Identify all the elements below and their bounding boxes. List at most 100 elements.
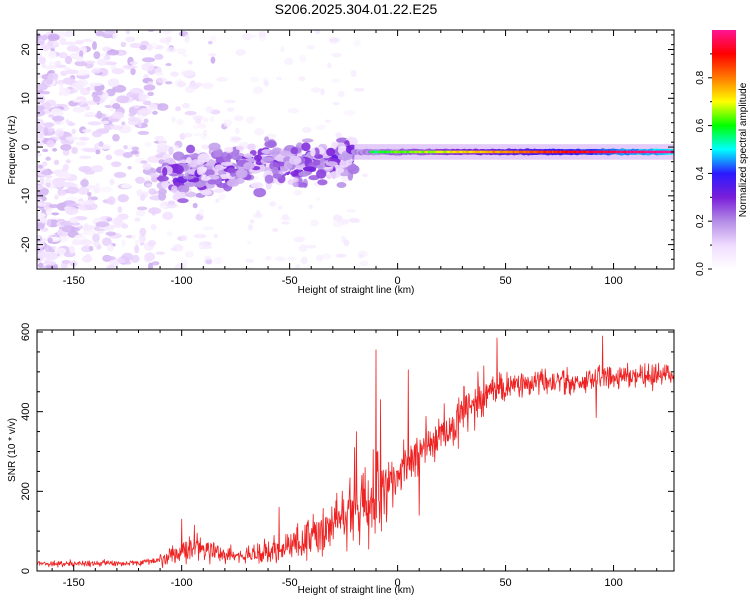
- band-blob: [162, 166, 168, 177]
- noise-speckle: [37, 118, 44, 127]
- noise-speckle: [42, 148, 49, 153]
- band-blob: [310, 148, 316, 157]
- noise-speckle: [170, 71, 179, 77]
- noise-speckle: [198, 208, 205, 216]
- noise-speckle: [213, 234, 219, 239]
- noise-speckle: [305, 244, 317, 249]
- spectrogram-y-tick-label: 10: [20, 92, 32, 104]
- noise-speckle: [195, 117, 202, 124]
- noise-speckle: [120, 41, 127, 48]
- band-blob: [272, 166, 279, 176]
- band-blob: [293, 177, 299, 183]
- noise-speckle: [140, 160, 148, 164]
- noise-speckle: [37, 105, 45, 111]
- noise-speckle: [37, 184, 44, 191]
- noise-speckle: [80, 179, 89, 188]
- band-blob: [329, 171, 341, 179]
- noise-speckle: [156, 77, 168, 84]
- noise-speckle: [37, 212, 46, 218]
- noise-speckle: [84, 60, 96, 64]
- band-blob: [200, 176, 212, 181]
- band-blob: [219, 174, 231, 180]
- band-blob: [190, 160, 198, 168]
- noise-speckle: [37, 202, 47, 207]
- band-blob: [197, 153, 211, 163]
- noise-speckle: [293, 236, 305, 243]
- snr-y-axis-label: SNR (10 * v/v): [7, 418, 18, 482]
- noise-speckle: [138, 108, 152, 116]
- noise-speckle: [40, 170, 54, 175]
- colorbar-tick-label: 0.4: [695, 166, 706, 180]
- noise-speckle: [165, 63, 172, 67]
- noise-speckle: [37, 109, 46, 117]
- noise-speckle: [42, 91, 50, 95]
- noise-speckle: [91, 130, 103, 138]
- noise-speckle: [62, 149, 70, 156]
- band-blob: [279, 150, 292, 157]
- band-blob: [264, 136, 270, 143]
- noise-speckle: [213, 256, 223, 265]
- noise-speckle: [54, 60, 62, 67]
- noise-speckle: [343, 110, 356, 116]
- noise-speckle: [82, 128, 92, 133]
- noise-speckle: [121, 223, 129, 229]
- noise-speckle: [298, 244, 308, 252]
- noise-speckle: [144, 252, 156, 262]
- noise-speckle: [61, 87, 71, 97]
- band-blob: [253, 154, 263, 162]
- noise-speckle: [269, 201, 277, 207]
- band-blob: [315, 169, 327, 179]
- noise-speckle: [210, 56, 216, 64]
- spectrogram-x-tick-label: -150: [63, 275, 85, 287]
- noise-speckle: [83, 147, 97, 153]
- noise-speckle: [142, 163, 152, 171]
- snr-y-tick-label: 0: [20, 568, 32, 574]
- band-blob: [264, 174, 274, 184]
- noise-speckle: [72, 106, 86, 113]
- noise-speckle: [202, 82, 214, 89]
- spectrogram-frame: [36, 29, 675, 270]
- noise-speckle: [103, 255, 116, 261]
- noise-speckle: [37, 90, 45, 94]
- noise-speckle: [159, 37, 171, 44]
- band-blob: [156, 175, 169, 182]
- spectrogram-x-tick-label: -100: [171, 275, 193, 287]
- band-blob: [298, 171, 310, 177]
- noise-speckle: [150, 224, 157, 231]
- noise-speckle: [50, 249, 56, 253]
- snr-panel: -150 -100 -50 0 50 100 0 200 400 600 Height of st…: [7, 323, 675, 596]
- noise-speckle: [91, 196, 98, 201]
- noise-speckle: [193, 124, 198, 130]
- spectrogram-y-tick-label: 0: [20, 144, 32, 150]
- noise-speckle: [326, 62, 332, 69]
- noise-speckle: [61, 225, 76, 233]
- band-blob: [302, 166, 316, 172]
- band-blob: [272, 173, 283, 179]
- noise-speckle: [42, 161, 48, 167]
- noise-speckle: [112, 103, 121, 110]
- noise-speckle: [155, 251, 166, 255]
- noise-speckle: [39, 176, 45, 185]
- noise-speckle: [223, 99, 236, 104]
- noise-speckle: [63, 67, 71, 71]
- colorbar: 0.0 0.2 0.4 0.6 0.8 Normalized spectral ampl…: [695, 30, 749, 276]
- noise-speckle: [107, 78, 120, 88]
- noise-speckle: [332, 101, 340, 106]
- noise-speckle: [175, 106, 182, 112]
- noise-speckle: [129, 42, 142, 49]
- noise-speckle: [253, 86, 264, 94]
- noise-speckle: [107, 196, 116, 206]
- noise-speckle: [157, 136, 167, 145]
- noise-speckle: [345, 209, 357, 213]
- noise-speckle: [53, 159, 60, 166]
- band-blob: [158, 159, 165, 165]
- noise-speckle: [58, 52, 68, 59]
- noise-speckle: [121, 239, 126, 248]
- snr-y-tick-label: 200: [20, 482, 32, 500]
- band-blob: [226, 154, 232, 160]
- noise-speckle: [343, 239, 350, 247]
- noise-speckle: [287, 107, 300, 114]
- noise-speckle: [64, 55, 73, 65]
- noise-speckle: [129, 61, 138, 65]
